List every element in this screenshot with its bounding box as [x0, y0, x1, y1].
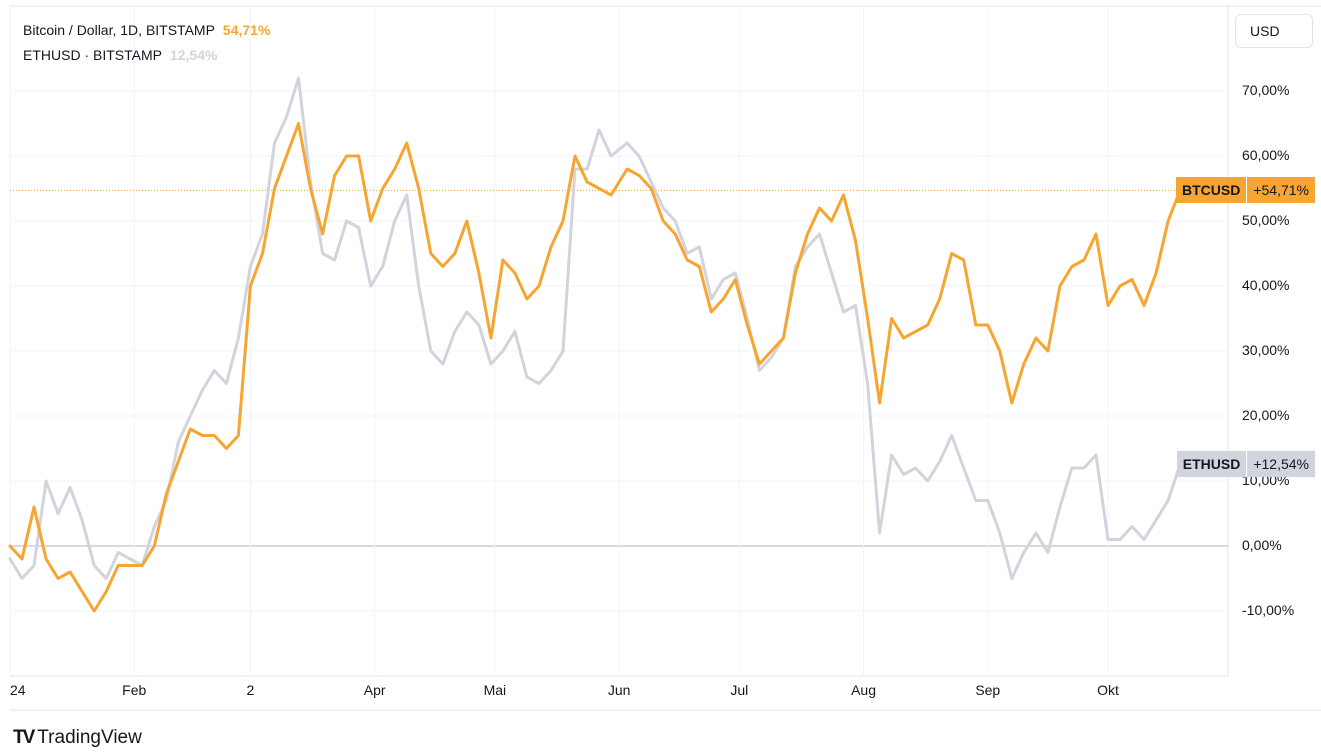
x-tick-label: Aug — [851, 682, 877, 698]
legend-eth[interactable]: ETHUSD · BITSTAMP 12,54% — [23, 46, 217, 64]
legend-btc[interactable]: Bitcoin / Dollar, 1D, BITSTAMP 54,71% — [23, 21, 270, 39]
x-tick-label: Apr — [363, 682, 386, 698]
y-tick-label: -10,00% — [1242, 602, 1295, 618]
eth-tag-value: +12,54% — [1246, 451, 1315, 478]
x-tick-label: 24 — [10, 682, 26, 698]
x-tick-label: Mai — [483, 682, 507, 698]
eth-tag-symbol: ETHUSD — [1176, 451, 1247, 478]
y-tick-label: 50,00% — [1242, 212, 1290, 228]
brand-name: TradingView — [37, 727, 142, 748]
y-tick-label: 0,00% — [1242, 537, 1282, 553]
x-tick-label: Okt — [1097, 682, 1119, 698]
grid-lines — [9, 6, 1228, 676]
series-line-ethusd — [8, 76, 1182, 580]
legend-eth-pct: 12,54% — [169, 47, 218, 63]
y-tick-label: 60,00% — [1242, 147, 1290, 163]
currency-button[interactable]: USD — [1235, 14, 1313, 48]
y-tick-label: 30,00% — [1242, 342, 1290, 358]
tradingview-logo-icon: TV — [13, 727, 35, 748]
legend-eth-title: ETHUSD · BITSTAMP — [23, 47, 162, 63]
legend-btc-title: Bitcoin / Dollar, 1D, BITSTAMP — [23, 22, 215, 38]
series-lines — [8, 76, 1182, 613]
btc-price-tag: BTCUSD +54,71% — [1175, 177, 1315, 204]
x-tick-label: Sep — [975, 682, 1001, 698]
x-tick-label: Jun — [607, 682, 631, 698]
x-tick-label: 2 — [246, 682, 255, 698]
x-tick-label: Jul — [730, 682, 749, 698]
y-tick-label: 70,00% — [1242, 82, 1290, 98]
y-tick-label: 20,00% — [1242, 407, 1290, 423]
series-line-btcusd — [8, 122, 1182, 613]
tradingview-brand[interactable]: TV TradingView — [13, 727, 142, 749]
eth-price-tag: ETHUSD +12,54% — [1176, 451, 1315, 478]
legend-btc-pct: 54,71% — [222, 22, 271, 38]
btc-tag-value: +54,71% — [1246, 177, 1315, 204]
btc-tag-symbol: BTCUSD — [1175, 177, 1247, 204]
y-tick-label: 40,00% — [1242, 277, 1290, 293]
x-tick-label: Feb — [122, 682, 147, 698]
